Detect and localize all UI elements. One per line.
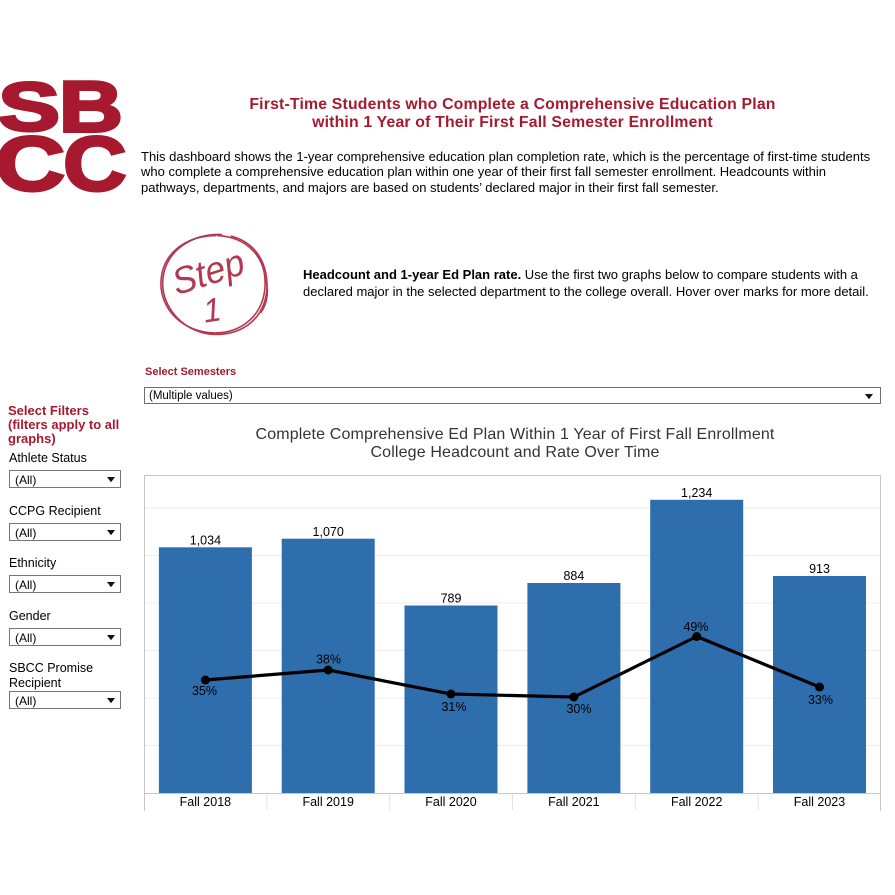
svg-text:Fall 2023: Fall 2023 bbox=[794, 795, 845, 809]
svg-text:Complete Comprehensive Ed Plan: Complete Comprehensive Ed Plan Within 1 … bbox=[255, 426, 774, 443]
svg-text:College Headcount and Rate Ove: College Headcount and Rate Over Time bbox=[370, 444, 659, 461]
svg-text:1: 1 bbox=[200, 291, 222, 330]
svg-text:913: 913 bbox=[809, 562, 830, 576]
svg-text:49%: 49% bbox=[683, 620, 708, 634]
svg-text:S: S bbox=[0, 75, 60, 146]
svg-text:35%: 35% bbox=[192, 684, 217, 698]
svg-text:B: B bbox=[59, 75, 123, 148]
svg-text:Fall 2018: Fall 2018 bbox=[180, 795, 231, 809]
svg-text:Fall 2021: Fall 2021 bbox=[548, 795, 599, 809]
svg-text:1,070: 1,070 bbox=[313, 525, 344, 539]
svg-text:30%: 30% bbox=[566, 702, 591, 716]
svg-text:789: 789 bbox=[441, 592, 462, 606]
svg-text:31%: 31% bbox=[441, 700, 466, 714]
svg-text:38%: 38% bbox=[316, 653, 341, 667]
svg-text:C: C bbox=[63, 122, 126, 197]
svg-text:33%: 33% bbox=[808, 693, 833, 707]
svg-text:1,034: 1,034 bbox=[190, 534, 221, 548]
svg-text:1,234: 1,234 bbox=[681, 486, 712, 500]
svg-text:Fall 2022: Fall 2022 bbox=[671, 795, 722, 809]
svg-text:884: 884 bbox=[563, 569, 584, 583]
svg-text:Fall 2020: Fall 2020 bbox=[425, 795, 476, 809]
svg-text:Fall 2019: Fall 2019 bbox=[302, 795, 353, 809]
svg-text:C: C bbox=[0, 122, 65, 197]
